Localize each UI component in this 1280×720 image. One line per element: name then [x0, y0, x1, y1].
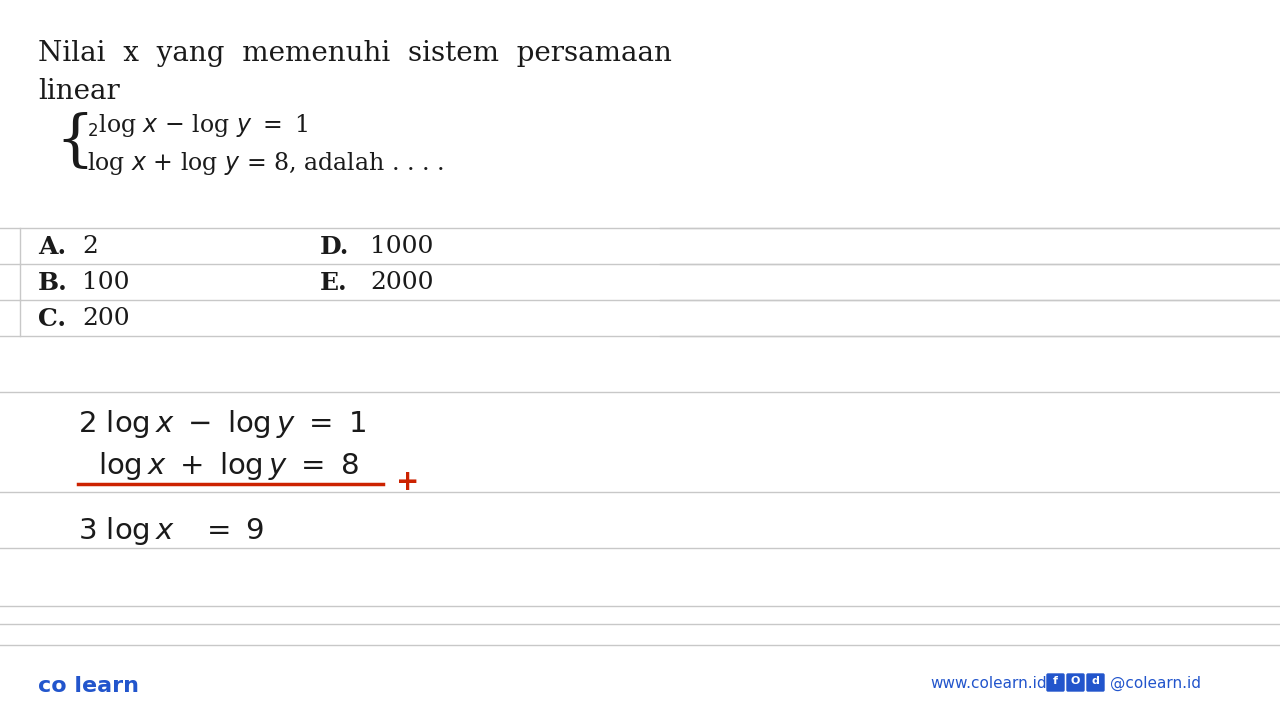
Text: 2: 2 — [82, 235, 97, 258]
Text: A.: A. — [38, 235, 67, 259]
FancyBboxPatch shape — [1068, 674, 1084, 691]
Text: B.: B. — [38, 271, 68, 295]
Text: 200: 200 — [82, 307, 129, 330]
FancyBboxPatch shape — [1047, 674, 1064, 691]
Text: @colearn.id: @colearn.id — [1110, 676, 1201, 691]
Text: $\log x\ +\ \log y\ =\ 8$: $\log x\ +\ \log y\ =\ 8$ — [99, 450, 358, 482]
Text: E.: E. — [320, 271, 348, 295]
Text: f: f — [1053, 675, 1059, 685]
Text: co learn: co learn — [38, 676, 140, 696]
Text: $2\ \log x\ -\ \log y\ =\ 1$: $2\ \log x\ -\ \log y\ =\ 1$ — [78, 408, 366, 440]
Text: O: O — [1071, 675, 1080, 685]
Text: {: { — [55, 112, 93, 172]
Text: $_2$log $x$ $-$ log $y$ $=$ 1: $_2$log $x$ $-$ log $y$ $=$ 1 — [87, 112, 307, 139]
Text: 100: 100 — [82, 271, 129, 294]
Text: linear: linear — [38, 78, 120, 105]
Text: Nilai  x  yang  memenuhi  sistem  persamaan: Nilai x yang memenuhi sistem persamaan — [38, 40, 672, 67]
FancyBboxPatch shape — [1087, 674, 1103, 691]
Text: log $x$ + log $y$ = 8, adalah . . . .: log $x$ + log $y$ = 8, adalah . . . . — [87, 150, 444, 177]
Text: 1000: 1000 — [370, 235, 434, 258]
Text: 2000: 2000 — [370, 271, 434, 294]
Text: +: + — [396, 468, 420, 496]
Text: d: d — [1092, 675, 1100, 685]
Text: www.colearn.id: www.colearn.id — [931, 676, 1047, 691]
Text: C.: C. — [38, 307, 67, 331]
Text: $3\ \log x\quad =\ 9$: $3\ \log x\quad =\ 9$ — [78, 515, 265, 547]
Text: D.: D. — [320, 235, 349, 259]
